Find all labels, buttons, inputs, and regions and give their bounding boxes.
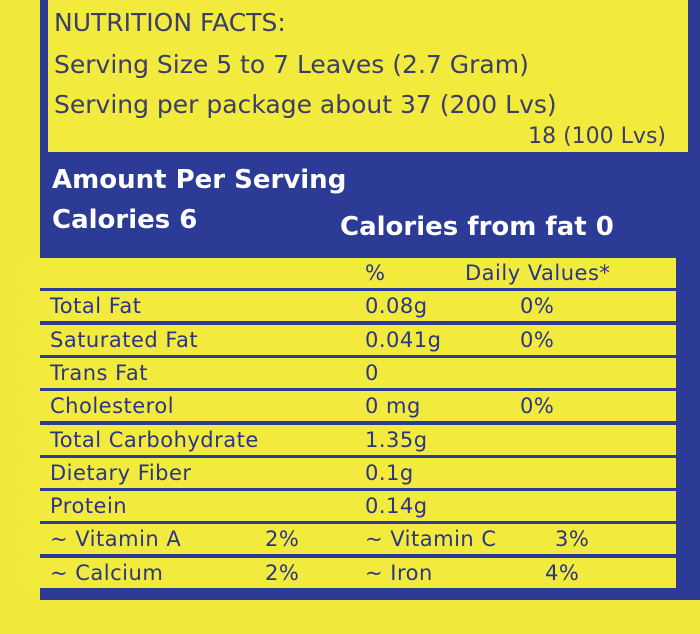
table-cell: Total Carbohydrate: [50, 427, 259, 452]
table-row: [20, 324, 676, 355]
table-row: [20, 491, 676, 522]
table-cell: 0.041g: [365, 327, 442, 352]
vitamin-cell: 4%: [545, 560, 580, 585]
vitamin-cell: ~ Calcium: [50, 560, 164, 585]
table-cell: Saturated Fat: [50, 327, 199, 352]
table-cell: Protein: [50, 494, 128, 519]
table-cell: Total Fat: [50, 294, 142, 319]
table-cell: 0: [365, 360, 379, 385]
vitamin-cell: 2%: [265, 560, 300, 585]
vitamin-cell: ~ Vitamin A: [50, 527, 182, 552]
table-row: [20, 357, 676, 388]
servings-line: 18 (100 Lvs): [528, 124, 666, 149]
table-cell: 0.1g: [365, 460, 414, 485]
table-cell: 0%: [520, 294, 555, 319]
title: NUTRITION FACTS:: [54, 8, 286, 37]
table-cell: 0.14g: [365, 494, 428, 519]
table-cell: 0 mg: [365, 394, 421, 419]
vitamin-cell: 3%: [555, 527, 590, 552]
amount-heading: Amount Per Serving: [52, 165, 347, 195]
table-cell: Trans Fat: [50, 360, 148, 385]
vitamin-cell: ~ Iron: [365, 560, 433, 585]
column-header: %: [365, 261, 386, 285]
table-row: [20, 524, 676, 555]
table-cell: Dietary Fiber: [50, 460, 192, 485]
serving-size: Serving Size 5 to 7 Leaves (2.7 Gram): [54, 50, 529, 79]
table-row: [20, 424, 676, 455]
calories: Calories 6: [52, 205, 198, 235]
table-cell: 0%: [520, 394, 555, 419]
vitamin-cell: ~ Vitamin C: [365, 527, 497, 552]
table-row: [20, 258, 676, 288]
vitamin-cell: 2%: [265, 527, 300, 552]
table-row: [20, 457, 676, 488]
label-frame: NUTRITION FACTS: Serving Size 5 to 7 Lea…: [20, 0, 700, 600]
header-box: [48, 0, 688, 152]
table-row: [20, 291, 676, 322]
table-row: [20, 391, 676, 422]
table-row: [20, 557, 676, 588]
table-cell: 0%: [520, 327, 555, 352]
column-header: Daily Values*: [465, 261, 611, 285]
table-cell: 1.35g: [365, 427, 428, 452]
table-cell: Cholesterol: [50, 394, 175, 419]
servings-line: Serving per package about 37 (200 Lvs): [54, 90, 557, 119]
calories-from-fat: Calories from fat 0: [340, 212, 614, 242]
table-cell: 0.08g: [365, 294, 428, 319]
